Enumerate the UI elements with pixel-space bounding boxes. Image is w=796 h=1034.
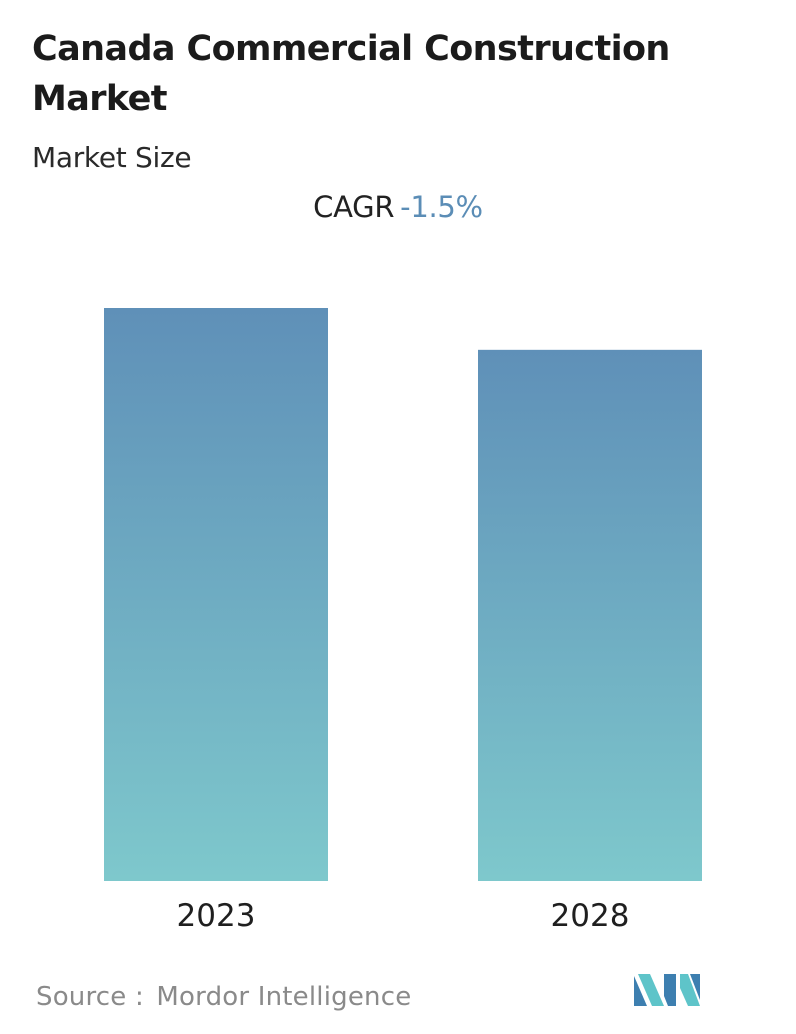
mordor-intelligence-logo-icon bbox=[634, 974, 700, 1006]
bar-group bbox=[104, 308, 702, 882]
x-tick-label-2028: 2028 bbox=[551, 898, 630, 934]
chart-title: Canada Commercial Construction Market bbox=[32, 29, 670, 119]
chart-subtitle: Market Size bbox=[32, 141, 192, 174]
x-axis-labels: 2023 2028 bbox=[177, 898, 630, 934]
source-attribution: Source : Mordor Intelligence bbox=[36, 978, 411, 1016]
cagr-label: CAGR bbox=[313, 190, 395, 224]
bar-2023 bbox=[104, 308, 328, 881]
source-name: Mordor Intelligence bbox=[156, 982, 412, 1012]
x-tick-label-2023: 2023 bbox=[177, 898, 256, 934]
source-label: Source : bbox=[36, 982, 144, 1012]
cagr-value: -1.5% bbox=[400, 190, 483, 224]
bar-2028 bbox=[478, 349, 702, 882]
cagr-annotation: CAGR -1.5% bbox=[0, 186, 796, 228]
